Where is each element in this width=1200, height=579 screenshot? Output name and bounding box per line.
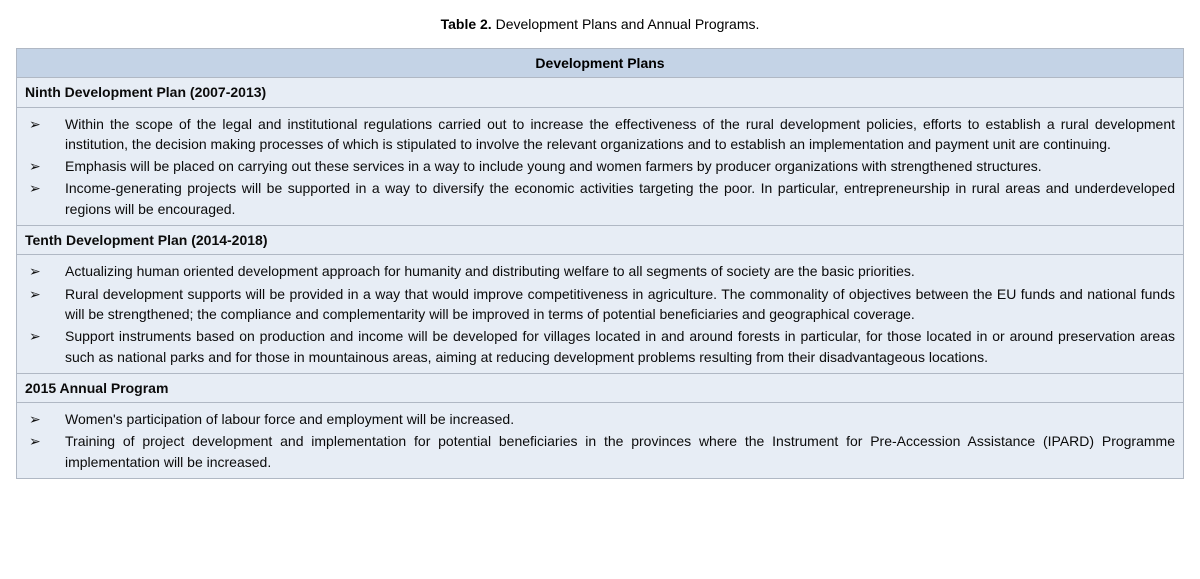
bullet-icon: ➢ bbox=[25, 114, 57, 134]
bullet-text: Women's participation of labour force an… bbox=[57, 409, 1175, 429]
bullet-text: Within the scope of the legal and instit… bbox=[57, 114, 1175, 155]
bullet-item: ➢Support instruments based on production… bbox=[25, 326, 1175, 367]
development-plans-table: Development Plans Ninth Development Plan… bbox=[16, 48, 1184, 479]
bullet-icon: ➢ bbox=[25, 261, 57, 281]
table-body: Ninth Development Plan (2007-2013)➢Withi… bbox=[17, 78, 1184, 479]
table-header: Development Plans bbox=[17, 49, 1184, 78]
bullet-list: ➢Women's participation of labour force a… bbox=[25, 409, 1175, 472]
bullet-text: Training of project development and impl… bbox=[57, 431, 1175, 472]
table-caption: Table 2. Development Plans and Annual Pr… bbox=[16, 16, 1184, 32]
bullet-icon: ➢ bbox=[25, 156, 57, 176]
bullet-item: ➢Training of project development and imp… bbox=[25, 431, 1175, 472]
bullet-item: ➢Income-generating projects will be supp… bbox=[25, 178, 1175, 219]
caption-label: Table 2. bbox=[441, 16, 492, 32]
bullet-text: Rural development supports will be provi… bbox=[57, 284, 1175, 325]
bullet-text: Actualizing human oriented development a… bbox=[57, 261, 1175, 281]
bullet-icon: ➢ bbox=[25, 409, 57, 429]
bullet-item: ➢Actualizing human oriented development … bbox=[25, 261, 1175, 281]
bullet-list: ➢Within the scope of the legal and insti… bbox=[25, 114, 1175, 219]
bullet-icon: ➢ bbox=[25, 431, 57, 451]
bullet-icon: ➢ bbox=[25, 326, 57, 346]
section-bullets: ➢Women's participation of labour force a… bbox=[17, 403, 1184, 479]
section-title: Ninth Development Plan (2007-2013) bbox=[17, 78, 1184, 107]
bullet-item: ➢Emphasis will be placed on carrying out… bbox=[25, 156, 1175, 176]
bullet-text: Emphasis will be placed on carrying out … bbox=[57, 156, 1175, 176]
bullet-item: ➢Rural development supports will be prov… bbox=[25, 284, 1175, 325]
bullet-item: ➢Within the scope of the legal and insti… bbox=[25, 114, 1175, 155]
bullet-list: ➢Actualizing human oriented development … bbox=[25, 261, 1175, 366]
bullet-icon: ➢ bbox=[25, 284, 57, 304]
section-bullets: ➢Within the scope of the legal and insti… bbox=[17, 107, 1184, 225]
bullet-item: ➢Women's participation of labour force a… bbox=[25, 409, 1175, 429]
section-title: Tenth Development Plan (2014-2018) bbox=[17, 226, 1184, 255]
bullet-text: Income-generating projects will be suppo… bbox=[57, 178, 1175, 219]
section-bullets: ➢Actualizing human oriented development … bbox=[17, 255, 1184, 373]
section-title: 2015 Annual Program bbox=[17, 373, 1184, 402]
bullet-icon: ➢ bbox=[25, 178, 57, 198]
table-container: Table 2. Development Plans and Annual Pr… bbox=[16, 16, 1184, 479]
bullet-text: Support instruments based on production … bbox=[57, 326, 1175, 367]
caption-title: Development Plans and Annual Programs. bbox=[496, 16, 760, 32]
